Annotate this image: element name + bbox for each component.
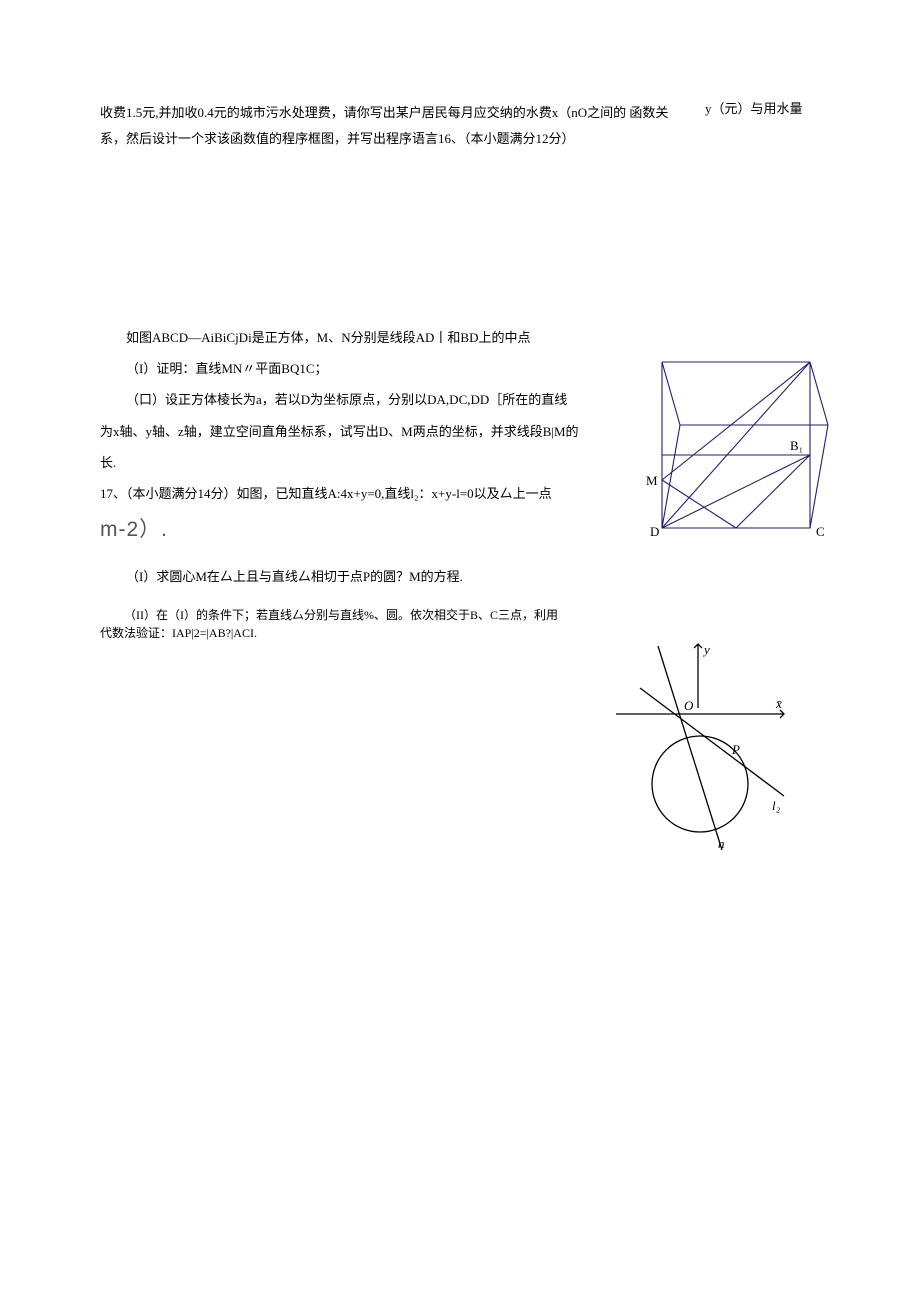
page: 收费1.5元,并加收0.4元的城市污水处理费，请你写出某户居民每月应交纳的水费x… [0,0,920,682]
q16-part2a: （口）设正方体棱长为a，若以D为坐标原点，分别以DA,DC,DD［所在的直线 [100,384,630,415]
q17-part1: （I）求圆心M在厶上且与直线厶相切于点P的圆？M的方程. [100,561,630,592]
circle-figure: O x̄ y P l₂ n [610,636,790,856]
cube-label-d: D [650,524,659,539]
circlefig-label-o: O [684,698,694,713]
blank-space [100,152,820,322]
q17-part2b: 代数法验证：IAP|2=|AB?|ACI. [100,624,580,642]
q15-line1: 收费1.5元,并加收0.4元的城市污水处理费，请你写出某户居民每月应交纳的水费x… [100,105,626,120]
circlefig-label-p: P [731,742,740,757]
q16-part2b: 为x轴、y轴、z轴，建立空间直角坐标系，试写出D、M两点的坐标，并求线段B|M的 [100,416,630,447]
q16-intro: 如图ABCD—AiBiCjDi是正方体，M、N分别是线段AD丨和BD上的中点 [100,322,630,353]
cube-label-m: M [646,473,658,488]
q16-text-column: 如图ABCD—AiBiCjDi是正方体，M、N分别是线段AD丨和BD上的中点 （… [100,322,630,592]
q16-block: 如图ABCD—AiBiCjDi是正方体，M、N分别是线段AD丨和BD上的中点 （… [100,322,820,592]
q17-m-fragment: m-2）. [100,513,630,543]
cube-label-b1: B₁ [790,438,803,453]
q16-part2c: 长. [100,447,630,478]
circlefig-label-n: n [718,836,725,851]
circlefig-label-l2: l₂ [772,798,781,813]
circlefig-label-y: y [702,642,710,657]
circlefig-label-x: x̄ [775,696,782,711]
q15-right-fragment: y（元）与用水量 [705,98,803,117]
q16-part1: （I）证明：直线MN〃平面BQ1C； [100,353,630,384]
q17-head: 17、（本小题满分14分）如图，已知直线A:4x+y=0,直线l₂：x+y-l=… [100,478,630,509]
q17-part2a: （II）在（I）的条件下；若直线厶分别与直线%、圆。依次相交于B、C三点，利用 [100,606,580,624]
q15-wrap: 收费1.5元,并加收0.4元的城市污水处理费，请你写出某户居民每月应交纳的水费x… [100,100,820,152]
cube-label-c: C [816,524,825,539]
q15-text: 收费1.5元,并加收0.4元的城市污水处理费，请你写出某户居民每月应交纳的水费x… [100,100,690,152]
cube-figure: M B₁ D C [640,350,830,550]
q17-part2-block: （II）在（I）的条件下；若直线厶分别与直线%、圆。依次相交于B、C三点，利用 … [100,606,820,642]
